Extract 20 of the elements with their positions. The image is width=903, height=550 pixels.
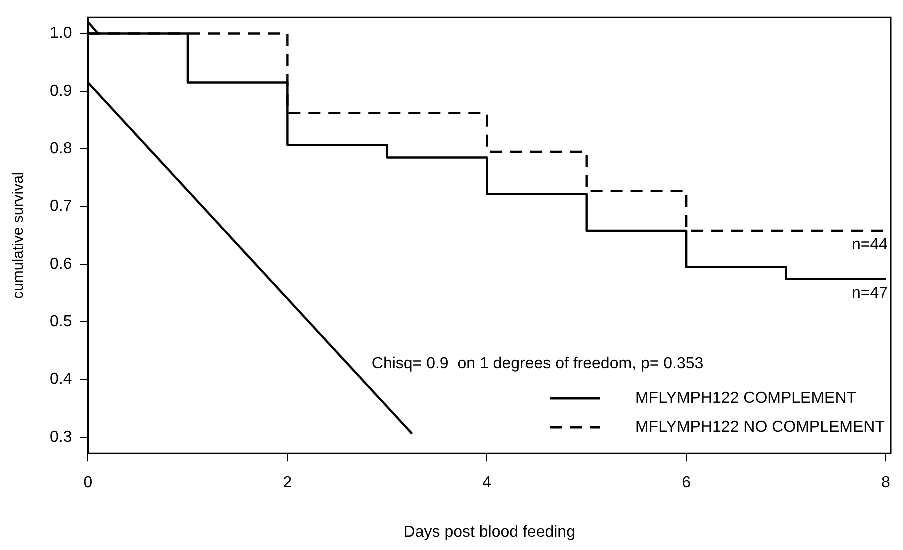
y-tick-label: 0.6 bbox=[50, 256, 72, 273]
y-tick-label: 0.9 bbox=[50, 82, 72, 100]
x-tick-label: 2 bbox=[283, 474, 292, 492]
y-tick-label: 0.5 bbox=[50, 314, 72, 331]
y-tick-label: 0.3 bbox=[50, 428, 72, 446]
y-tick-label: 0.8 bbox=[50, 140, 72, 158]
annotation: n=47 bbox=[852, 284, 888, 302]
y-tick-label: 0.4 bbox=[50, 371, 72, 388]
x-tick-label: 4 bbox=[482, 474, 492, 492]
legend-label: MFLYMPH122 NO COMPLEMENT bbox=[635, 419, 886, 436]
annotation: n=44 bbox=[852, 236, 888, 254]
x-tick-label: 8 bbox=[882, 474, 891, 492]
x-tick-label: 0 bbox=[84, 474, 93, 492]
x-tick-label: 6 bbox=[682, 474, 692, 492]
y-axis-title: cumulative survival bbox=[10, 172, 28, 299]
y-tick-label: 1.0 bbox=[50, 25, 72, 42]
y-tick-label: 0.7 bbox=[50, 198, 72, 216]
x-axis-title: Days post blood feeding bbox=[404, 524, 576, 541]
legend-label: MFLYMPH122 COMPLEMENT bbox=[635, 390, 857, 408]
annotation: Chisq= 0.9 on 1 degrees of freedom, p= 0.353 bbox=[372, 356, 704, 373]
